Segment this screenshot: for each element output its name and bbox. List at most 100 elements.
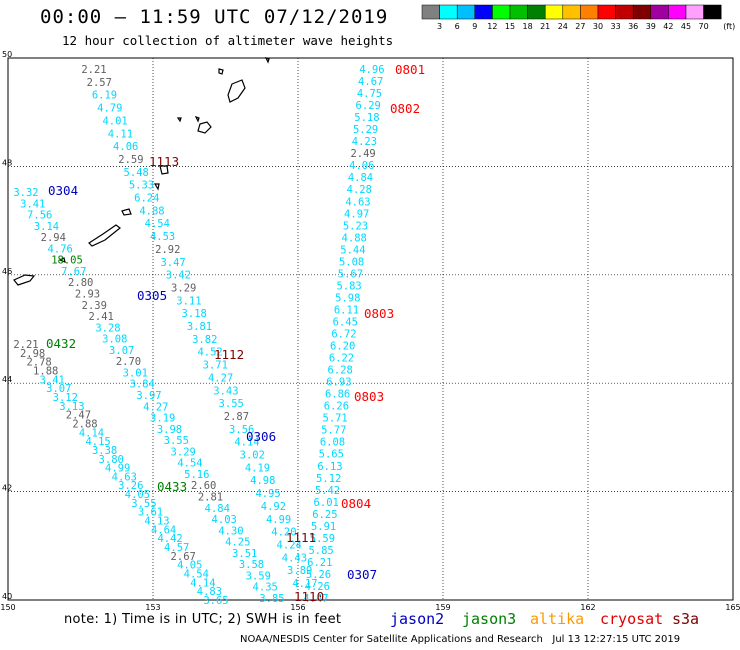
swh-value-label: 6.20 (330, 341, 355, 353)
swh-value-label: 7.56 (27, 210, 52, 222)
swh-value-label: 4.28 (347, 184, 372, 196)
swh-value-label: 4.05 (125, 489, 150, 501)
swh-value-label: 4.92 (261, 501, 286, 513)
swh-value-label: 2.49 (350, 148, 375, 160)
island-outline (264, 56, 270, 64)
swh-value-label: 6.11 (334, 305, 359, 317)
swh-value-label: 3.32 (13, 187, 38, 199)
swh-value-label: 2.57 (87, 77, 112, 89)
legend-tick-label: 9 (472, 22, 477, 31)
swh-value-label: 4.14 (79, 427, 104, 439)
swh-value-label: 4.88 (342, 232, 367, 244)
legend-tick-label: 21 (540, 22, 550, 31)
swh-value-label: 6.29 (356, 100, 381, 112)
swh-value-label: 3.01 (123, 367, 148, 379)
swh-value-label: 3.47 (160, 257, 185, 269)
island-outline (88, 224, 121, 247)
swh-value-label: 4.63 (345, 196, 370, 208)
swh-value-label: 6.86 (325, 389, 350, 401)
swh-value-label: 2.41 (89, 311, 114, 323)
map-subtitle: 12 hour collection of altimeter wave hei… (62, 33, 394, 48)
swh-value-label: 6.22 (329, 353, 354, 365)
wave-height-map: 150 153 156 159 162 1655048464442404.964.674.… (0, 50, 740, 610)
legend-swatch (703, 4, 722, 20)
swh-value-label: 3.18 (182, 308, 207, 320)
swh-value-label: 4.97 (344, 208, 369, 220)
swh-value-label: 3.84 (130, 379, 155, 391)
swh-value-label: 4.05 (177, 560, 202, 572)
swh-value-label: 4.47 (303, 593, 328, 605)
swh-value-label: 3.12 (53, 392, 78, 404)
swh-value-label: 4.23 (352, 136, 377, 148)
swh-value-label: 6.26 (324, 401, 349, 413)
swh-value-label: 4.98 (250, 475, 275, 487)
legend-tick-label: 30 (593, 22, 603, 31)
pass-label: 0306 (246, 429, 276, 444)
swh-value-label: 4.03 (212, 514, 237, 526)
swh-value-label: 3.14 (34, 221, 59, 233)
swh-value-label: 5.42 (315, 485, 340, 497)
swh-value-label: 5.67 (338, 268, 363, 280)
swh-value-label: 5.77 (321, 425, 346, 437)
pass-label: 0304 (48, 183, 78, 198)
island-outline (197, 121, 212, 134)
island-outline (13, 274, 36, 286)
island-outline (227, 79, 246, 103)
swh-value-label: 4.11 (108, 128, 133, 140)
swh-value-label: 2.59 (118, 154, 143, 166)
swh-value-label: 3.29 (171, 282, 196, 294)
swh-value-label: 2.78 (26, 357, 51, 369)
swh-value-label: 5.44 (340, 244, 365, 256)
pass-label: 0432 (46, 336, 76, 351)
swh-value-label: 3.55 (219, 398, 244, 410)
swh-value-label: 3.56 (229, 424, 254, 436)
lon-label: 156 (290, 603, 305, 610)
credit-footer: NOAA/NESDIS Center for Satellite Applica… (240, 634, 681, 645)
legend-unit: (ft) (723, 22, 735, 31)
satellite-legend-altika: altika (530, 610, 585, 628)
swh-value-label: 6.24 (134, 193, 159, 205)
lon-label: 159 (435, 603, 450, 610)
swh-value-label: 3.07 (109, 345, 134, 357)
swh-value-label: 4.26 (305, 581, 330, 593)
pass-label: 0801 (395, 62, 425, 77)
swh-value-label: 2.80 (68, 277, 93, 289)
swh-value-label: 4.99 (105, 463, 130, 475)
swh-value-label: 5.12 (316, 473, 341, 485)
swh-value-label: 4.14 (190, 577, 215, 589)
swh-value-label: 5.85 (308, 545, 333, 557)
swh-value-label: 2.93 (75, 289, 100, 301)
lon-label: 165 (725, 603, 740, 610)
island-outline (194, 115, 200, 123)
legend-tick-label: 27 (575, 22, 585, 31)
swh-value-label: 4.54 (177, 458, 202, 470)
swh-value-label: 2.21 (81, 64, 106, 76)
swh-value-label: 3.61 (138, 507, 163, 519)
swh-value-label: 4.88 (139, 205, 164, 217)
island-outline (58, 257, 66, 263)
swh-value-label: 2.81 (198, 492, 223, 504)
swh-value-label: 4.20 (271, 527, 296, 539)
swh-value-label: 5.08 (339, 256, 364, 268)
swh-value-label: 5.83 (336, 280, 361, 292)
swh-value-label: 3.71 (203, 360, 228, 372)
swh-value-label: 3.98 (157, 424, 182, 436)
island-outline (218, 68, 224, 75)
swh-value-label: 3.97 (136, 390, 161, 402)
swh-value-label: 3.81 (187, 321, 212, 333)
pass-label: 1113 (149, 154, 179, 169)
lat-label: 40 (2, 592, 12, 601)
swh-value-label: 2.94 (41, 232, 66, 244)
swh-value-label: 3.85 (259, 593, 284, 605)
swh-value-label: 3.82 (192, 334, 217, 346)
swh-value-label: 3.38 (92, 445, 117, 457)
swh-value-label: 5.16 (184, 469, 209, 481)
swh-value-label: 4.15 (85, 436, 110, 448)
swh-value-label: 3.65 (203, 595, 228, 607)
swh-value-label: 3.02 (240, 450, 265, 462)
lat-label: 48 (2, 158, 12, 167)
pass-label: 1110 (294, 589, 324, 604)
swh-value-label: 5.91 (311, 521, 336, 533)
legend-tick-label: 39 (646, 22, 656, 31)
swh-value-label: 4.76 (48, 243, 73, 255)
